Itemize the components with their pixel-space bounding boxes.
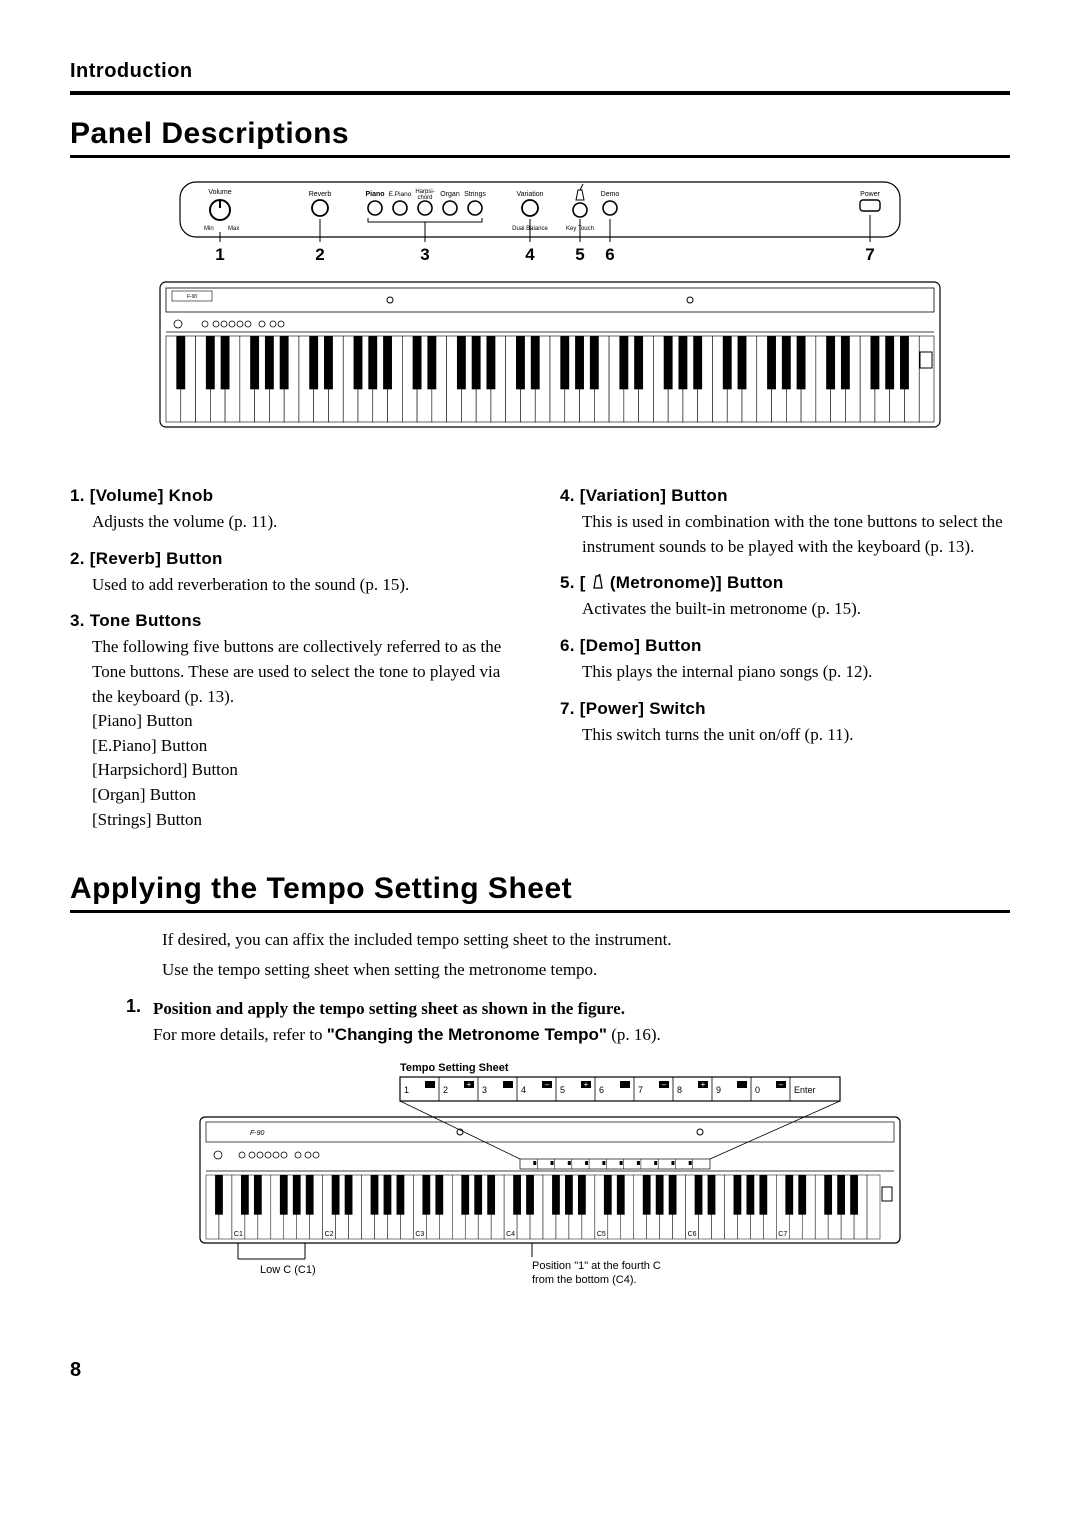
svg-text:5: 5	[575, 245, 584, 264]
item-body: This is used in combination with the ton…	[560, 510, 1010, 559]
svg-text:C4: C4	[506, 1231, 515, 1238]
item-heading: 7. [Power] Switch	[560, 699, 1010, 719]
svg-text:C7: C7	[778, 1231, 787, 1238]
item-heading: 5. [ (Metronome)] Button	[560, 573, 1010, 593]
svg-text:+: +	[467, 1080, 472, 1089]
svg-text:–: –	[779, 1080, 784, 1089]
item-body: Adjusts the volume (p. 11).	[70, 510, 520, 535]
step-1: 1. Position and apply the tempo setting …	[70, 996, 1010, 1047]
svg-text:+: +	[584, 1080, 589, 1089]
svg-text:5: 5	[560, 1085, 565, 1095]
divider	[70, 91, 1010, 95]
svg-text:–: –	[545, 1080, 550, 1089]
svg-text:Reverb: Reverb	[309, 191, 332, 198]
item-heading: 4. [Variation] Button	[560, 486, 1010, 506]
svg-text:2: 2	[315, 245, 324, 264]
item-body: This plays the internal piano songs (p. …	[560, 660, 1010, 685]
divider	[70, 910, 1010, 913]
intro-line: If desired, you can affix the included t…	[70, 927, 1010, 953]
divider	[70, 155, 1010, 158]
svg-text:Low C (C1): Low C (C1)	[260, 1264, 316, 1276]
item-6: 6. [Demo] Button This plays the internal…	[560, 636, 1010, 685]
svg-text:Volume: Volume	[208, 189, 231, 196]
svg-text:3: 3	[420, 245, 429, 264]
item-heading: 1. [Volume] Knob	[70, 486, 520, 506]
step-detail-ref: "Changing the Metronome Tempo"	[327, 1025, 607, 1044]
svg-text:4: 4	[525, 245, 535, 264]
svg-text:Variation: Variation	[516, 191, 543, 198]
item-heading: 2. [Reverb] Button	[70, 549, 520, 569]
svg-text:Power: Power	[860, 191, 881, 198]
tempo-diagram: Tempo Setting Sheet 1 2 +3 4 – 5 +6 7 – 8 +9 0 – Ente…	[70, 1059, 1010, 1289]
svg-text:1: 1	[404, 1085, 409, 1095]
svg-text:C1: C1	[234, 1231, 243, 1238]
svg-text:Demo: Demo	[601, 191, 620, 198]
svg-text:7: 7	[865, 245, 874, 264]
item-body: This switch turns the unit on/off (p. 11…	[560, 723, 1010, 748]
svg-text:Strings: Strings	[464, 191, 486, 198]
svg-text:1: 1	[215, 245, 224, 264]
svg-text:3: 3	[482, 1085, 487, 1095]
item-line: [Organ] Button	[70, 783, 520, 808]
page-number: 8	[70, 1359, 1010, 1382]
item-5: 5. [ (Metronome)] Button Activates the b…	[560, 573, 1010, 622]
item-1: 1. [Volume] Knob Adjusts the volume (p. …	[70, 486, 520, 535]
svg-text:C6: C6	[688, 1231, 697, 1238]
item-body: Used to add reverberation to the sound (…	[70, 573, 520, 598]
item-body: The following five buttons are collectiv…	[70, 635, 520, 709]
metronome-icon	[591, 574, 605, 590]
breadcrumb: Introduction	[70, 60, 1010, 83]
svg-text:6: 6	[599, 1085, 604, 1095]
svg-text:+: +	[701, 1080, 706, 1089]
step-number: 1.	[126, 996, 141, 1047]
item-heading: 6. [Demo] Button	[560, 636, 1010, 656]
section-title: Panel Descriptions	[70, 117, 1010, 151]
step-body: Position and apply the tempo setting she…	[153, 996, 661, 1047]
item-2: 2. [Reverb] Button Used to add reverbera…	[70, 549, 520, 598]
svg-text:Position "1" at the fourth C: Position "1" at the fourth C	[532, 1260, 661, 1272]
svg-text:F-90: F-90	[187, 294, 198, 300]
step-bold: Position and apply the tempo setting she…	[153, 996, 661, 1022]
svg-text:9: 9	[716, 1085, 721, 1095]
svg-text:2: 2	[443, 1085, 448, 1095]
item-line: [E.Piano] Button	[70, 734, 520, 759]
intro-line: Use the tempo setting sheet when setting…	[70, 957, 1010, 983]
svg-text:–: –	[662, 1080, 667, 1089]
svg-text:4: 4	[521, 1085, 526, 1095]
item-4: 4. [Variation] Button This is used in co…	[560, 486, 1010, 559]
svg-text:Piano: Piano	[365, 191, 384, 198]
svg-text:0: 0	[755, 1085, 760, 1095]
item-line: [Piano] Button	[70, 709, 520, 734]
item-heading: 3. Tone Buttons	[70, 611, 520, 631]
svg-text:from the bottom (C4).: from the bottom (C4).	[532, 1274, 637, 1286]
item-3: 3. Tone Buttons The following five butto…	[70, 611, 520, 832]
svg-text:7: 7	[638, 1085, 643, 1095]
section-title-2: Applying the Tempo Setting Sheet	[70, 872, 1010, 906]
item-line: [Strings] Button	[70, 808, 520, 833]
panel-diagram: Volume Min Max Reverb Piano E.Piano Harp…	[70, 172, 1010, 472]
right-column: 4. [Variation] Button This is used in co…	[560, 486, 1010, 846]
svg-text:F-90: F-90	[250, 1130, 265, 1137]
step-detail-post: (p. 16).	[607, 1025, 661, 1044]
svg-text:Min: Min	[204, 226, 214, 232]
svg-text:C2: C2	[325, 1231, 334, 1238]
svg-text:C3: C3	[415, 1231, 424, 1238]
svg-text:Tempo Setting Sheet: Tempo Setting Sheet	[400, 1062, 509, 1074]
svg-text:C5: C5	[597, 1231, 606, 1238]
svg-text:E.Piano: E.Piano	[389, 191, 412, 198]
step-detail-pre: For more details, refer to	[153, 1025, 327, 1044]
svg-text:Max: Max	[228, 226, 239, 232]
svg-text:6: 6	[605, 245, 614, 264]
svg-text:Organ: Organ	[440, 191, 460, 198]
left-column: 1. [Volume] Knob Adjusts the volume (p. …	[70, 486, 520, 846]
svg-text:8: 8	[677, 1085, 682, 1095]
item-7: 7. [Power] Switch This switch turns the …	[560, 699, 1010, 748]
item-body: Activates the built-in metronome (p. 15)…	[560, 597, 1010, 622]
svg-text:Enter: Enter	[794, 1085, 816, 1095]
item-line: [Harpsichord] Button	[70, 758, 520, 783]
svg-text:chord: chord	[417, 195, 432, 201]
